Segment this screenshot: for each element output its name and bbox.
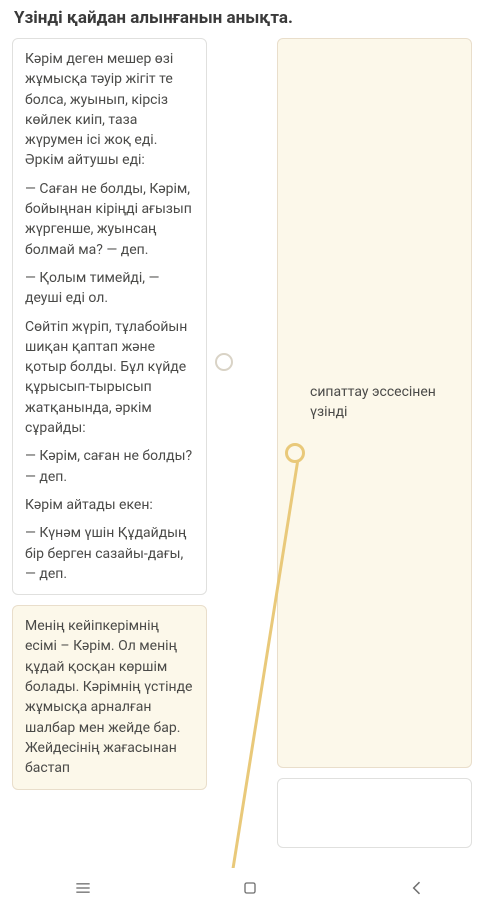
page-title: Үзінді қайдан алынғанын анықта.: [12, 8, 488, 28]
card-paragraph: — Кәрім, саған не болды? — деп.: [25, 446, 194, 487]
card-paragraph: — Күнәм үшін Құдайдың бір берген сазайы-…: [25, 523, 194, 584]
excerpt-card-2[interactable]: Менің кейіпкерімнің есімі – Кәрім. Ол ме…: [12, 605, 207, 789]
card-paragraph: Сөйтіп жүріп, тұлабойын шиқан қаптап жән…: [25, 317, 194, 439]
nav-back-button[interactable]: [377, 878, 457, 898]
system-navbar: [0, 868, 500, 908]
left-column: Кәрім деген мешер өзі жұмысқа тәуір жігі…: [12, 38, 207, 858]
nav-home-button[interactable]: [210, 878, 290, 898]
matching-area: Кәрім деген мешер өзі жұмысқа тәуір жігі…: [12, 38, 488, 858]
card-paragraph: Менің кейіпкерімнің есімі – Кәрім. Ол ме…: [25, 616, 194, 778]
card-paragraph: — Саған не болды, Кәрім, бойыңнан кіріңд…: [25, 179, 194, 260]
card-paragraph: Кәрім айтады екен:: [25, 495, 194, 515]
target-label: сипаттау эссесінен үзінді: [288, 383, 461, 422]
card-paragraph: — Қолым тимейді, — деуші еді ол.: [25, 268, 194, 309]
right-column: сипаттау эссесінен үзінді: [277, 38, 472, 858]
connector-endpoint-open[interactable]: [215, 353, 233, 371]
card-paragraph: Кәрім деген мешер өзі жұмысқа тәуір жігі…: [25, 49, 194, 171]
target-card-1[interactable]: сипаттау эссесінен үзінді: [277, 38, 472, 768]
nav-recent-button[interactable]: [43, 878, 123, 898]
target-card-2[interactable]: [277, 778, 472, 848]
excerpt-card-1[interactable]: Кәрім деген мешер өзі жұмысқа тәуір жігі…: [12, 38, 207, 595]
